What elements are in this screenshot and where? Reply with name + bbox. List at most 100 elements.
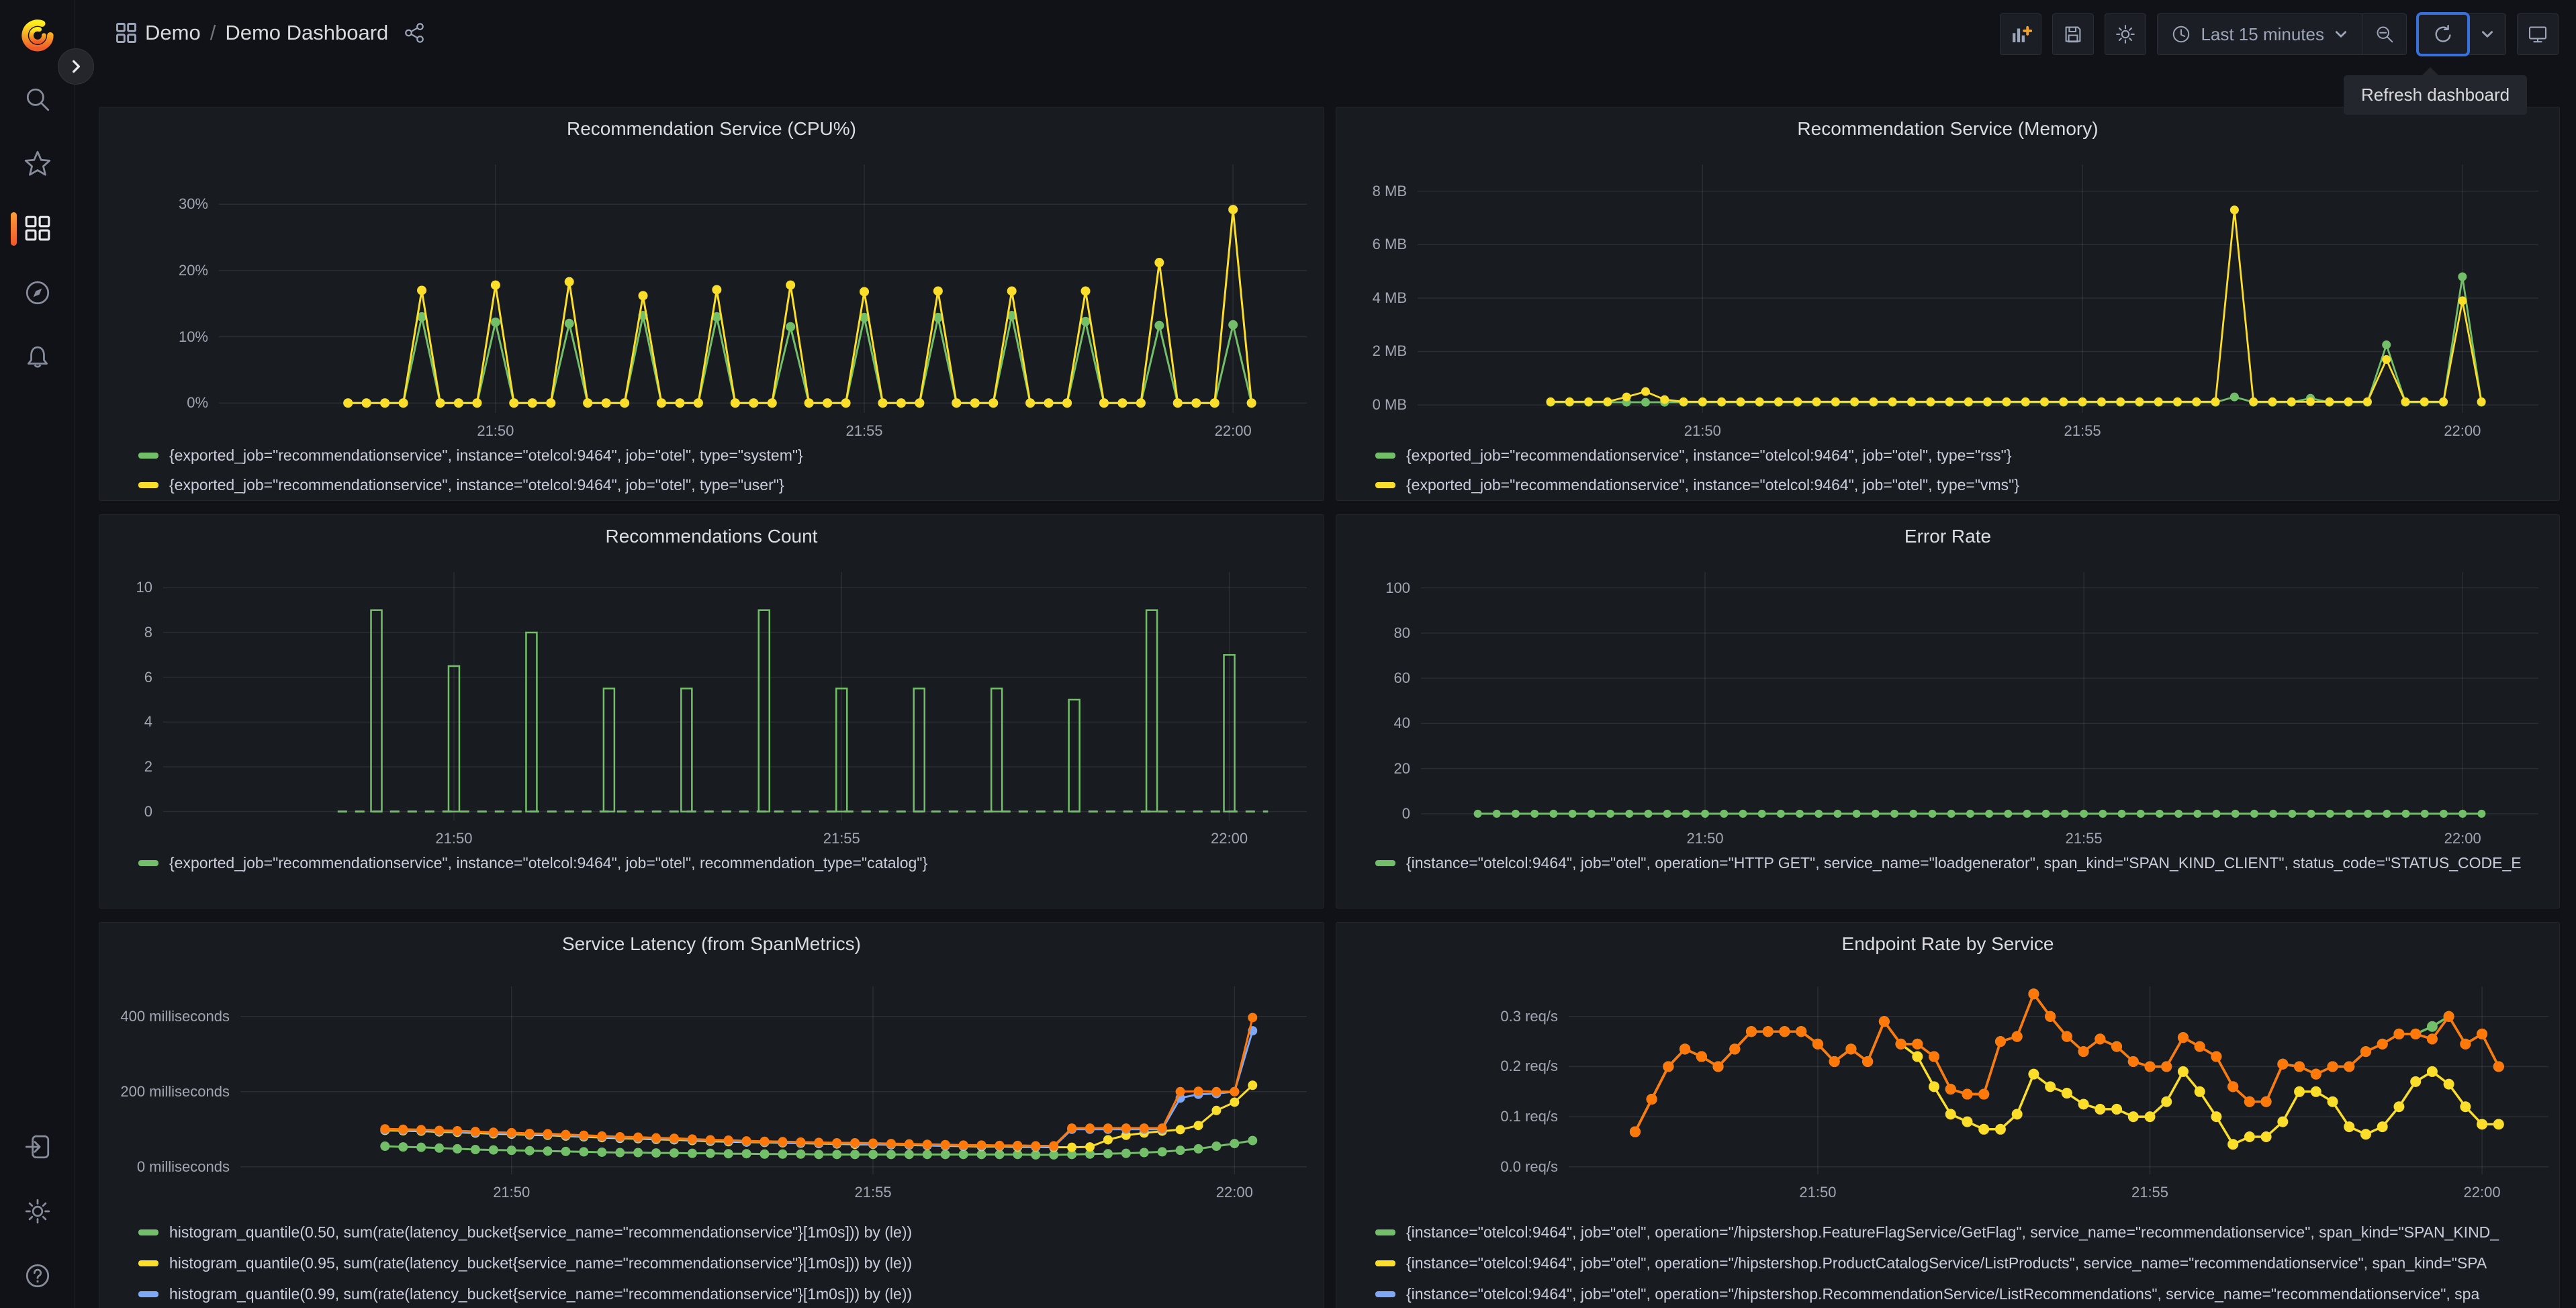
legend-item[interactable]: {exported_job="recommendationservice", i… <box>138 440 1307 470</box>
sidebar-item-sign-in[interactable] <box>0 1115 75 1179</box>
star-icon <box>24 150 50 176</box>
grafana-logo-icon <box>21 19 54 52</box>
breadcrumb-folder[interactable]: Demo <box>145 21 201 44</box>
refresh-group <box>2416 12 2506 56</box>
help-icon <box>26 1264 49 1288</box>
sidebar-item-starred[interactable] <box>0 132 75 196</box>
x-axis-label: 22:00 <box>1215 1184 1253 1201</box>
clock-icon <box>2173 26 2190 43</box>
legend-label: {exported_job="recommendationservice", i… <box>1406 446 2012 464</box>
share-dashboard-button[interactable] <box>403 21 426 44</box>
y-axis-label: 8 MB <box>1372 182 1407 199</box>
chevron-right-icon <box>73 60 81 73</box>
x-axis-label: 21:50 <box>477 422 514 439</box>
zoom-out-time-button[interactable] <box>2362 13 2407 55</box>
legend: {exported_job="recommendationservice", i… <box>138 848 1307 908</box>
compass-icon <box>26 281 49 305</box>
legend-label: histogram_quantile(0.50, sum(rate(latenc… <box>169 1223 913 1241</box>
legend-item[interactable]: {instance="otelcol:9464", job="otel", op… <box>1375 1248 2543 1278</box>
y-axis-label: 20% <box>178 261 208 279</box>
monitor-icon <box>2528 26 2547 43</box>
legend-label: {exported_job="recommendationservice", i… <box>169 446 803 464</box>
chevron-down-icon <box>2481 31 2493 38</box>
sidebar <box>0 0 75 1308</box>
legend-item[interactable]: histogram_quantile(0.95, sum(rate(latenc… <box>138 1248 1307 1278</box>
panel-title[interactable]: Service Latency (from SpanMetrics) <box>561 933 862 954</box>
panel-service-latency: Service Latency (from SpanMetrics) 0 mill… <box>99 922 1324 1308</box>
y-axis-label: 6 MB <box>1372 236 1407 253</box>
legend-item[interactable]: histogram_quantile(0.99, sum(rate(latenc… <box>138 1278 1307 1308</box>
legend-item[interactable]: {instance="otelcol:9464", job="otel", op… <box>1375 1278 2543 1308</box>
y-axis-label: 6 <box>144 668 152 686</box>
kiosk-mode-button[interactable] <box>2517 13 2559 55</box>
legend-swatch <box>1375 1229 1395 1235</box>
time-range-picker[interactable]: Last 15 minutes <box>2157 13 2362 55</box>
legend-item[interactable]: {exported_job="recommendationservice", i… <box>1375 470 2543 500</box>
y-axis-label: 80 <box>1393 624 1410 641</box>
time-series-chart[interactable]: 0.0 req/s 0.1 req/s 0.2 req/s 0.3 req/s 21:5… <box>1336 923 2559 1308</box>
time-series-chart[interactable]: 0 20 40 60 80 100 21:50 21:55 22:00 {instance="ot… <box>1336 515 2559 908</box>
legend: {instance="otelcol:9464", job="otel", op… <box>1375 1217 2543 1308</box>
gear-icon <box>25 1199 50 1224</box>
sidebar-item-alerting[interactable] <box>0 325 75 389</box>
legend-item[interactable]: histogram_quantile(0.50, sum(rate(latenc… <box>138 1217 1307 1248</box>
x-axis-label: 22:00 <box>1211 830 1248 847</box>
y-axis-label: 0.1 req/s <box>1500 1108 1558 1125</box>
legend-swatch <box>138 481 158 488</box>
gear-icon <box>2116 25 2135 44</box>
x-axis-label: 21:55 <box>2131 1184 2169 1201</box>
legend-swatch <box>138 1291 158 1297</box>
sidebar-item-help[interactable] <box>0 1244 75 1308</box>
legend-label: histogram_quantile(0.99, sum(rate(latenc… <box>169 1284 913 1303</box>
y-axis-label: 40 <box>1393 714 1410 732</box>
x-axis-label: 21:55 <box>2064 422 2101 439</box>
y-axis-label: 0 milliseconds <box>136 1158 230 1175</box>
dashboard-settings-button[interactable] <box>2105 13 2147 55</box>
breadcrumb-dashboard[interactable]: Demo Dashboard <box>225 21 389 44</box>
panel-title[interactable]: Recommendation Service (CPU%) <box>566 118 857 139</box>
save-dashboard-button[interactable] <box>2052 13 2095 55</box>
y-axis-label: 60 <box>1393 669 1410 687</box>
bar-chart[interactable]: 0 2 4 6 8 10 21:50 21:55 22:00 {exported_job="rec… <box>99 515 1324 908</box>
legend-item[interactable]: {exported_job="recommendationservice", i… <box>1375 440 2543 470</box>
time-series-chart[interactable]: 0% 10% 20% 30% 21:50 21:55 22:00 {exported_job=… <box>99 107 1324 500</box>
chevron-down-icon <box>2335 31 2347 38</box>
add-panel-button[interactable] <box>2000 13 2042 55</box>
legend-swatch <box>138 859 158 866</box>
legend-item[interactable]: {instance="otelcol:9464", job="otel", op… <box>1375 1217 2543 1248</box>
grafana-logo[interactable] <box>0 0 75 67</box>
panel-recommendations-count: Recommendations Count 0 2 4 6 8 10 21:50 21:55 22… <box>99 514 1324 908</box>
y-axis-label: 0 <box>144 802 152 820</box>
refresh-interval-dropdown[interactable] <box>2469 13 2506 55</box>
panel-title[interactable]: Recommendations Count <box>605 526 818 547</box>
y-axis-label: 4 MB <box>1372 289 1407 306</box>
panel-title[interactable]: Error Rate <box>1904 526 1992 547</box>
sidebar-item-explore[interactable] <box>0 261 75 325</box>
refresh-dashboard-button[interactable] <box>2416 12 2470 56</box>
y-axis-label: 2 MB <box>1372 342 1407 360</box>
legend-item[interactable]: {exported_job="recommendationservice", i… <box>138 470 1307 500</box>
tooltip-arrow <box>2422 67 2439 76</box>
sidebar-item-search[interactable] <box>0 67 75 132</box>
y-axis-label: 10% <box>178 328 208 345</box>
y-axis-label: 2 <box>144 758 152 775</box>
panel-title[interactable]: Endpoint Rate by Service <box>1841 933 2054 954</box>
legend-swatch <box>1375 1260 1395 1266</box>
sidebar-item-dashboards[interactable] <box>0 196 75 261</box>
legend-label: {instance="otelcol:9464", job="otel", op… <box>1406 1223 2499 1241</box>
panel-title[interactable]: Recommendation Service (Memory) <box>1797 118 2099 139</box>
x-axis-label: 22:00 <box>2444 830 2481 847</box>
dashboard-grid-icon <box>114 21 138 45</box>
sidebar-item-configuration[interactable] <box>0 1179 75 1244</box>
sidebar-expand-button[interactable] <box>58 48 94 85</box>
search-icon <box>26 88 49 111</box>
legend-item[interactable]: {exported_job="recommendationservice", i… <box>138 848 1307 878</box>
y-axis-label: 20 <box>1393 759 1410 777</box>
y-axis-label: 0.3 req/s <box>1500 1007 1558 1025</box>
y-axis-label: 8 <box>144 624 152 641</box>
time-series-chart[interactable]: 0 MB 2 MB 4 MB 6 MB 8 MB 21:50 21:55 22:00 {expo… <box>1336 107 2559 500</box>
legend-item[interactable]: {instance="otelcol:9464", job="otel", op… <box>1375 848 2543 878</box>
time-series-chart[interactable]: 0 milliseconds 200 milliseconds 400 millis… <box>99 923 1324 1308</box>
tooltip-text: Refresh dashboard <box>2361 85 2510 105</box>
legend-swatch <box>1375 859 1395 866</box>
